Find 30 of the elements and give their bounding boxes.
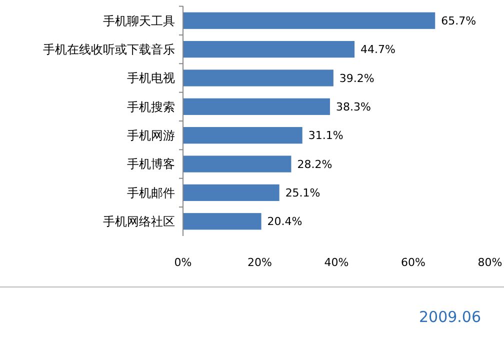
text: 2009.06: [418, 308, 482, 326]
y-tick-label: 手机聊天工具: [103, 14, 175, 28]
bar: [183, 40, 355, 58]
bar: [183, 70, 334, 86]
y-tick-label: 手机电视: [127, 71, 175, 86]
y-tick-label: 手机在线收听或下载音乐: [43, 42, 175, 57]
y-tick-label: 手机邮件: [127, 186, 175, 200]
bar: [183, 127, 302, 144]
x-tick-label: 80%: [478, 256, 502, 269]
data-label: 38.3%: [336, 100, 371, 114]
y-tick-label: 手机网游: [127, 128, 175, 143]
x-tick-label: 60%: [401, 256, 426, 269]
y-tick-label: 手机搜索: [127, 100, 175, 114]
x-tick-label: 20%: [248, 256, 272, 269]
y-tick-label: 手机网络社区: [103, 214, 175, 229]
bar: [183, 12, 436, 29]
bar: [183, 156, 292, 172]
bar: [183, 213, 262, 230]
data-label: 25.1%: [285, 186, 320, 200]
data-label: 44.7%: [360, 43, 396, 56]
x-tick-label: 40%: [324, 256, 349, 269]
data-label: 65.7%: [441, 14, 476, 28]
y-tick-label: 手机博客: [127, 157, 175, 172]
data-label: 20.4%: [267, 215, 302, 228]
bar: [183, 184, 280, 202]
x-tick-label: 0%: [174, 256, 192, 269]
data-label: 31.1%: [308, 129, 344, 142]
bar: [183, 98, 330, 115]
data-label: 28.2%: [297, 158, 332, 171]
data-label: 39.2%: [339, 72, 374, 85]
